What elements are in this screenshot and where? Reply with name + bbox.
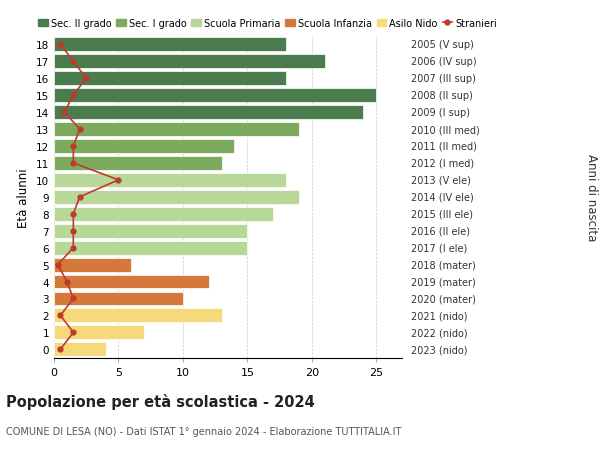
Text: 2019 (mater): 2019 (mater) — [411, 277, 476, 287]
Text: 2007 (III sup): 2007 (III sup) — [411, 74, 476, 84]
Text: 2010 (III med): 2010 (III med) — [411, 125, 480, 135]
Bar — [54, 123, 299, 137]
Text: 2020 (mater): 2020 (mater) — [411, 294, 476, 304]
Text: 2015 (III ele): 2015 (III ele) — [411, 209, 473, 219]
Text: 2018 (mater): 2018 (mater) — [411, 260, 476, 270]
Text: 2012 (I med): 2012 (I med) — [411, 158, 474, 168]
Bar — [54, 174, 286, 187]
Text: 2017 (I ele): 2017 (I ele) — [411, 243, 467, 253]
Text: 2016 (II ele): 2016 (II ele) — [411, 226, 470, 236]
Text: 2011 (II med): 2011 (II med) — [411, 142, 477, 151]
Text: 2009 (I sup): 2009 (I sup) — [411, 108, 470, 118]
Bar — [54, 72, 286, 86]
Text: 2014 (IV ele): 2014 (IV ele) — [411, 192, 474, 202]
Bar — [54, 292, 183, 306]
Bar — [54, 140, 235, 154]
Bar — [54, 190, 299, 204]
Text: Popolazione per età scolastica - 2024: Popolazione per età scolastica - 2024 — [6, 393, 315, 409]
Bar — [54, 342, 106, 357]
Text: 2013 (V ele): 2013 (V ele) — [411, 175, 471, 185]
Bar — [54, 55, 325, 69]
Text: 2005 (V sup): 2005 (V sup) — [411, 40, 474, 50]
Text: Anni di nascita: Anni di nascita — [584, 154, 598, 241]
Y-axis label: Età alunni: Età alunni — [17, 168, 31, 227]
Bar — [54, 309, 221, 323]
Bar — [54, 224, 247, 238]
Text: 2023 (nido): 2023 (nido) — [411, 345, 467, 354]
Text: 2022 (nido): 2022 (nido) — [411, 328, 467, 338]
Text: 2008 (II sup): 2008 (II sup) — [411, 91, 473, 101]
Bar — [54, 241, 247, 255]
Legend: Sec. II grado, Sec. I grado, Scuola Primaria, Scuola Infanzia, Asilo Nido, Stran: Sec. II grado, Sec. I grado, Scuola Prim… — [38, 19, 497, 28]
Text: 2006 (IV sup): 2006 (IV sup) — [411, 57, 476, 67]
Bar — [54, 326, 144, 340]
Bar — [54, 89, 376, 103]
Bar — [54, 106, 364, 120]
Bar — [54, 258, 131, 272]
Bar — [54, 207, 273, 221]
Bar — [54, 275, 209, 289]
Text: 2021 (nido): 2021 (nido) — [411, 311, 467, 321]
Bar — [54, 157, 221, 170]
Text: COMUNE DI LESA (NO) - Dati ISTAT 1° gennaio 2024 - Elaborazione TUTTITALIA.IT: COMUNE DI LESA (NO) - Dati ISTAT 1° genn… — [6, 426, 401, 436]
Bar — [54, 38, 286, 52]
